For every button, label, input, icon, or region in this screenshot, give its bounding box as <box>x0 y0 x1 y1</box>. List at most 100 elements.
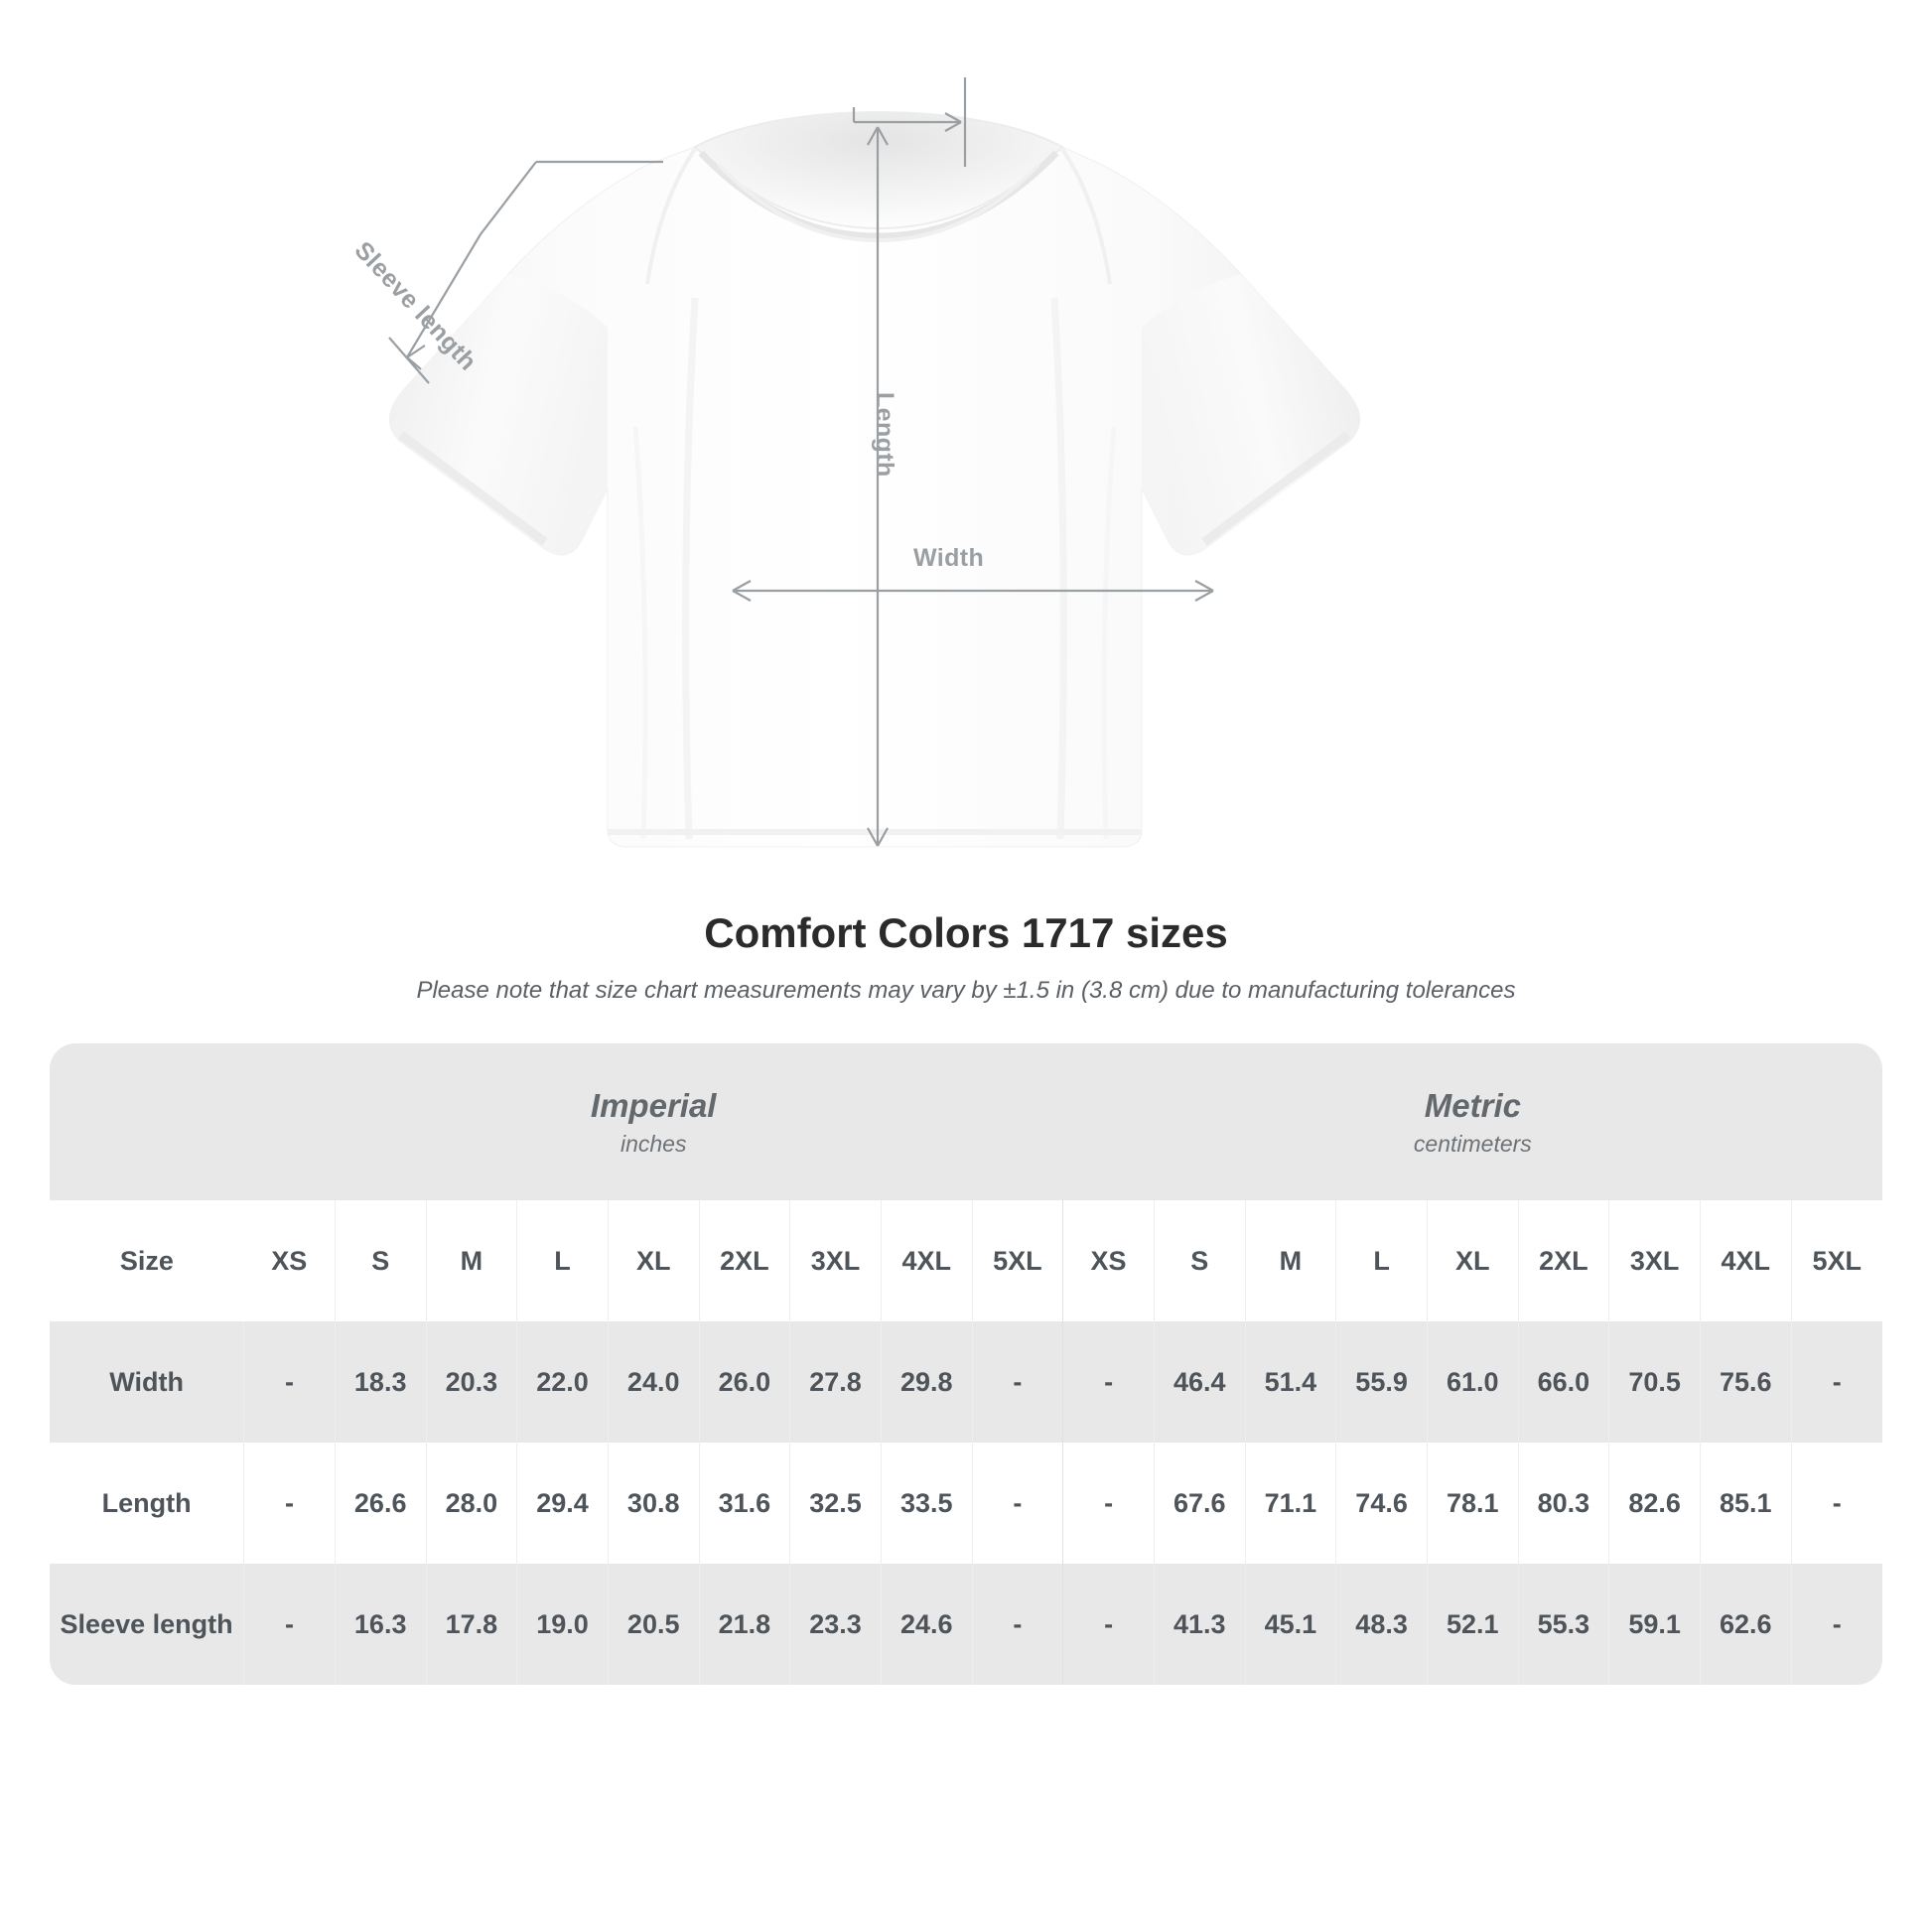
measurement-value: 85.1 <box>1699 1443 1792 1565</box>
measurement-label: Sleeve length <box>50 1564 244 1686</box>
measurement-value: 22.0 <box>516 1321 609 1444</box>
unit-header-imperial: Imperial inches <box>243 1043 1063 1201</box>
measurement-value: 18.3 <box>334 1321 427 1444</box>
unit-header-metric: Metric centimeters <box>1062 1043 1882 1201</box>
measurement-value: 75.6 <box>1699 1321 1792 1444</box>
measurement-value: 27.8 <box>789 1321 882 1444</box>
size-header-cell: M <box>1244 1200 1336 1322</box>
measurement-value: - <box>1790 1443 1882 1565</box>
measurement-value: 62.6 <box>1699 1564 1792 1686</box>
size-chart-table: Imperial inches Metric centimeters Size XS S M L… <box>50 1043 1882 1686</box>
size-header-cell: XL <box>607 1200 700 1322</box>
measurement-value: 46.4 <box>1153 1321 1246 1444</box>
measurement-value: - <box>243 1564 336 1686</box>
size-header-cell: S <box>334 1200 427 1322</box>
width-dimension <box>732 580 1214 602</box>
measurement-value: 80.3 <box>1517 1443 1609 1565</box>
measurement-value: 82.6 <box>1608 1443 1701 1565</box>
unit-row-corner-left <box>50 1043 244 1201</box>
size-header-cell: M <box>425 1200 517 1322</box>
unit-name: Metric <box>1424 1086 1521 1124</box>
measurement-value: 45.1 <box>1244 1564 1336 1686</box>
size-header-row: Size XS S M L XL 2XL 3XL 4XL 5XL XS S M L XL 2XL 3XL 4XL 5… <box>50 1200 1882 1322</box>
measurement-value: 71.1 <box>1244 1443 1336 1565</box>
table-row: Width -18.3 20.3 22.0 24.0 26.0 27.8 29.8- -46.4… <box>50 1321 1882 1444</box>
measurement-value: 29.8 <box>880 1321 973 1444</box>
measurement-label: Width <box>50 1321 244 1444</box>
size-header-cell: 4XL <box>1699 1200 1792 1322</box>
measurement-value: 51.4 <box>1244 1321 1336 1444</box>
measurement-value: 52.1 <box>1426 1564 1519 1686</box>
size-header-cell: 3XL <box>789 1200 882 1322</box>
measurement-value: - <box>1790 1564 1882 1686</box>
measurement-value: 41.3 <box>1153 1564 1246 1686</box>
size-header-cell: 5XL <box>971 1200 1063 1322</box>
size-header-cell: 3XL <box>1608 1200 1701 1322</box>
shirt-shape <box>388 110 1361 848</box>
unit-header-row: Imperial inches Metric centimeters <box>50 1043 1882 1201</box>
measurement-value: 59.1 <box>1608 1564 1701 1686</box>
size-header-cell: L <box>1335 1200 1428 1322</box>
size-header-cell: 4XL <box>880 1200 973 1322</box>
measurement-value: - <box>1790 1321 1882 1444</box>
width-label: Width <box>913 544 985 572</box>
measurement-value: 70.5 <box>1608 1321 1701 1444</box>
measurement-value: 26.0 <box>698 1321 790 1444</box>
shoulder-reference-tick <box>852 77 967 167</box>
measurement-value: 23.3 <box>789 1564 882 1686</box>
size-header-cell: 2XL <box>698 1200 790 1322</box>
length-dimension <box>867 126 889 847</box>
measurement-value: 19.0 <box>516 1564 609 1686</box>
length-label: Length <box>871 392 898 478</box>
measurement-value: 67.6 <box>1153 1443 1246 1565</box>
measurement-value: 26.6 <box>334 1443 427 1565</box>
measurement-value: 48.3 <box>1335 1564 1428 1686</box>
measurement-value: 78.1 <box>1426 1443 1519 1565</box>
measurement-value: 55.9 <box>1335 1321 1428 1444</box>
measurement-value: 55.3 <box>1517 1564 1609 1686</box>
measurement-value: - <box>971 1564 1063 1686</box>
size-chart-container: Imperial inches Metric centimeters Size XS S M L… <box>50 1043 1882 1686</box>
measurement-value: 16.3 <box>334 1564 427 1686</box>
tolerance-note: Please note that size chart measurements… <box>416 977 1516 1005</box>
size-header-cell: 2XL <box>1517 1200 1609 1322</box>
measurement-value: 66.0 <box>1517 1321 1609 1444</box>
measurement-value: 30.8 <box>607 1443 700 1565</box>
measurement-value: 29.4 <box>516 1443 609 1565</box>
size-header-cell: XS <box>1062 1200 1155 1322</box>
tshirt-diagram: Sleeve length Length Width <box>0 0 1932 894</box>
measurement-value: 24.6 <box>880 1564 973 1686</box>
table-row: Sleeve length -16.3 17.8 19.0 20.5 21.8 23.3 24… <box>50 1564 1882 1686</box>
measurement-value: - <box>971 1321 1063 1444</box>
unit-subtitle: inches <box>620 1130 687 1157</box>
measurement-value: - <box>243 1321 336 1444</box>
measurement-value: 21.8 <box>698 1564 790 1686</box>
measurement-value: 24.0 <box>607 1321 700 1444</box>
measurement-value: - <box>1062 1321 1155 1444</box>
measurement-value: - <box>1062 1564 1155 1686</box>
measurement-value: 61.0 <box>1426 1321 1519 1444</box>
measurement-value: 33.5 <box>880 1443 973 1565</box>
measurement-value: - <box>1062 1443 1155 1565</box>
size-header-cell: S <box>1153 1200 1246 1322</box>
measurement-value: 17.8 <box>425 1564 517 1686</box>
measurement-value: 31.6 <box>698 1443 790 1565</box>
measurement-label: Length <box>50 1443 244 1565</box>
measurement-value: 20.3 <box>425 1321 517 1444</box>
size-header-cell: XS <box>243 1200 336 1322</box>
measurement-value: 32.5 <box>789 1443 882 1565</box>
measurement-value: 28.0 <box>425 1443 517 1565</box>
dimension-lines <box>388 77 1214 847</box>
measurement-value: 20.5 <box>607 1564 700 1686</box>
title-block: Comfort Colors 1717 sizes Please note th… <box>0 909 1932 1006</box>
sleeve-length-dimension <box>388 160 663 384</box>
unit-name: Imperial <box>590 1086 717 1124</box>
size-header-cell: L <box>516 1200 609 1322</box>
measurement-value: 74.6 <box>1335 1443 1428 1565</box>
tshirt-illustration <box>388 77 1361 848</box>
unit-subtitle: centimeters <box>1413 1130 1532 1157</box>
measurement-value: - <box>971 1443 1063 1565</box>
size-header-cell: XL <box>1426 1200 1519 1322</box>
page-title: Comfort Colors 1717 sizes <box>704 909 1228 956</box>
table-row: Length -26.6 28.0 29.4 30.8 31.6 32.5 33.5- -67.… <box>50 1443 1882 1565</box>
